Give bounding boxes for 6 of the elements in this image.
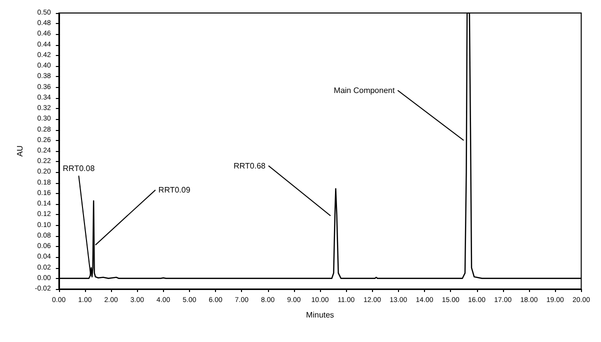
annotation: RRT0.09 — [158, 185, 191, 194]
annotation: Main Component — [334, 86, 396, 95]
annotation: RRT0.08 — [62, 164, 96, 174]
annotation: RRT0.68 — [234, 161, 266, 170]
y-axis-title: AU — [16, 145, 24, 157]
x-axis-title: Minutes — [306, 310, 334, 320]
